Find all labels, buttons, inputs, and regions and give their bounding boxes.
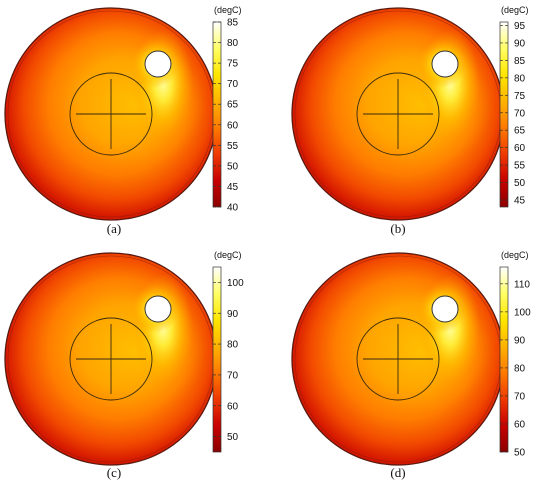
colorbar-tick-label: 65 <box>514 126 526 137</box>
colorbar-tick-label: 70 <box>227 370 239 381</box>
inner-circle <box>69 72 153 156</box>
panel-a: (degC) 85 80 75 70 65 60 55 50 45 40 (a) <box>0 0 275 245</box>
colorbar-tick-label: 110 <box>514 279 530 290</box>
colorbar-tick-label: 50 <box>227 161 239 172</box>
colorbar-tick-label: 80 <box>227 340 239 351</box>
cold-hole <box>144 295 172 323</box>
colorbar-ticks: 110 100 90 80 70 60 50 <box>500 279 531 459</box>
colorbar-unit-label: (degC) <box>501 250 529 260</box>
colorbar-ticks: 95 90 85 80 75 70 65 60 55 50 45 <box>500 21 526 207</box>
inner-circle <box>356 72 440 156</box>
colorbar-tick-label: 70 <box>514 108 526 119</box>
inner-circle <box>69 317 153 401</box>
colorbar-tick-label: 40 <box>227 203 239 214</box>
colorbar-tick-label: 50 <box>514 448 526 459</box>
panel-b-plot: (degC) 95 90 85 80 75 70 65 60 55 50 45 <box>291 5 529 221</box>
colorbar-tick-label: 75 <box>227 59 239 70</box>
colorbar-tick-label: 75 <box>514 91 526 102</box>
panel-d-plot: (degC) 110 100 90 80 70 60 50 <box>291 250 531 466</box>
colorbar-tick-label: 55 <box>227 141 239 152</box>
cold-hole <box>431 295 459 323</box>
colorbar-tick-label: 65 <box>227 100 239 111</box>
colorbar-tick-label: 70 <box>514 391 526 402</box>
colorbar-tick-label: 50 <box>514 178 526 189</box>
colorbar-tick-label: 60 <box>227 401 239 412</box>
temperature-disk <box>4 252 218 466</box>
temperature-disk <box>4 7 218 221</box>
colorbar-tick-label: 85 <box>227 18 239 29</box>
colorbar <box>499 266 509 453</box>
panel-caption: (d) <box>390 465 406 480</box>
temperature-disk <box>291 7 505 221</box>
cold-hole <box>144 50 172 78</box>
panel-d: (degC) 110 100 90 80 70 60 50 (d) <box>287 245 550 489</box>
colorbar-unit-label: (degC) <box>501 5 529 15</box>
colorbar-tick-label: 60 <box>514 419 526 430</box>
panel-a-plot: (degC) 85 80 75 70 65 60 55 50 45 40 <box>4 5 242 221</box>
colorbar-unit-label: (degC) <box>214 5 242 15</box>
colorbar-tick-label: 80 <box>514 73 526 84</box>
colorbar-gradient <box>499 266 509 453</box>
colorbar-ticks: 100 90 80 70 60 50 <box>213 278 244 443</box>
colorbar <box>212 21 222 208</box>
inner-circle <box>356 317 440 401</box>
colorbar-tick-label: 80 <box>227 38 239 49</box>
panel-c: (degC) 100 90 80 70 60 50 (c) <box>0 245 275 489</box>
panel-caption: (b) <box>390 221 406 236</box>
colorbar-tick-label: 50 <box>227 432 239 443</box>
colorbar-ticks: 85 80 75 70 65 60 55 50 45 40 <box>213 18 239 214</box>
colorbar-tick-label: 90 <box>514 38 526 49</box>
colorbar-tick-label: 100 <box>227 278 244 289</box>
colorbar-tick-label: 55 <box>514 161 526 172</box>
colorbar-gradient <box>212 266 222 453</box>
panel-b: (degC) 95 90 85 80 75 70 65 60 55 50 45 (b) <box>287 0 550 245</box>
colorbar-gradient <box>499 21 509 208</box>
colorbar-tick-label: 70 <box>227 79 239 90</box>
colorbar-tick-label: 60 <box>227 120 239 131</box>
colorbar-tick-label: 85 <box>514 56 526 67</box>
colorbar-tick-label: 60 <box>514 143 526 154</box>
panel-caption: (a) <box>106 221 122 236</box>
colorbar-tick-label: 100 <box>514 307 531 318</box>
colorbar-tick-label: 45 <box>227 182 239 193</box>
colorbar-tick-label: 90 <box>227 309 239 320</box>
colorbar-tick-label: 45 <box>514 196 526 207</box>
temperature-disk <box>291 252 505 466</box>
colorbar <box>499 21 509 208</box>
colorbar <box>212 266 222 453</box>
colorbar-tick-label: 90 <box>514 335 526 346</box>
colorbar-gradient <box>212 21 222 208</box>
colorbar-tick-label: 95 <box>514 21 526 32</box>
colorbar-tick-label: 80 <box>514 363 526 374</box>
panel-c-plot: (degC) 100 90 80 70 60 50 <box>4 250 244 466</box>
cold-hole <box>431 50 459 78</box>
colorbar-unit-label: (degC) <box>214 250 242 260</box>
panel-caption: (c) <box>106 465 122 480</box>
